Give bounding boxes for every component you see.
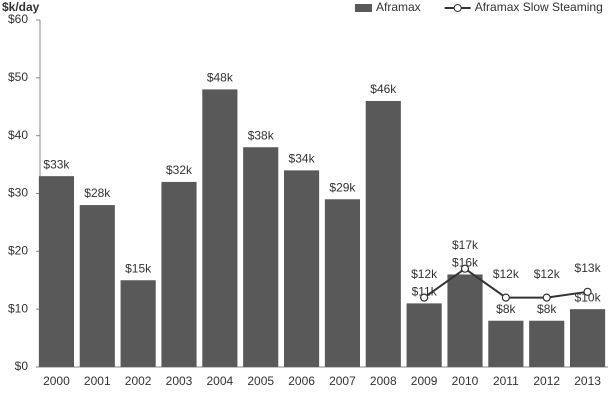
x-tick-label: 2001 [84, 374, 111, 388]
x-tick-label: 2011 [493, 374, 519, 388]
legend-label: Aframax Slow Steaming [475, 0, 603, 14]
line-marker [583, 287, 592, 296]
bar-value-label: $11k [412, 285, 438, 299]
bar-value-label: $33k [43, 157, 70, 171]
x-tick-label: 2008 [370, 374, 397, 388]
line-value-label: $17k [452, 238, 479, 252]
bar [570, 309, 606, 367]
x-tick-label: 2006 [288, 374, 315, 388]
bar-value-label: $34k [289, 152, 316, 166]
y-tick-label: $10 [8, 301, 28, 315]
line-value-label: $12k [411, 267, 438, 281]
bar [243, 147, 279, 367]
y-axis-title: $k/day [2, 0, 40, 14]
bar [202, 89, 238, 368]
bar-value-label: $10k [575, 290, 602, 304]
bar [79, 205, 115, 367]
bar-value-label: $38k [248, 128, 275, 142]
bar [324, 199, 360, 367]
bar [284, 170, 320, 367]
line-marker [501, 293, 510, 302]
bar [365, 100, 401, 367]
legend-marker [453, 4, 462, 12]
bar [38, 176, 74, 367]
bar [406, 303, 442, 367]
bar [529, 320, 565, 367]
bar [447, 274, 483, 367]
y-tick-label: $30 [8, 186, 28, 200]
bar-value-label: $8k [496, 302, 516, 316]
x-tick-label: 2002 [125, 374, 152, 388]
bar-value-label: $16k [452, 256, 479, 270]
x-tick-label: 2005 [247, 374, 274, 388]
bar-value-label: $29k [329, 180, 356, 194]
x-tick-label: 2010 [452, 374, 479, 388]
bar [488, 320, 524, 367]
bar-value-label: $46k [370, 82, 397, 96]
line-value-label: $12k [493, 267, 520, 281]
x-tick-label: 2004 [207, 374, 234, 388]
line-value-label: $12k [534, 267, 561, 281]
y-tick-label: $50 [8, 70, 28, 84]
line-marker [542, 293, 551, 302]
bar-value-label: $48k [207, 71, 234, 85]
x-tick-label: 2009 [411, 374, 438, 388]
line-marker [460, 264, 470, 273]
bar-value-label: $15k [125, 261, 152, 275]
bar [161, 181, 197, 367]
legend-swatch [355, 4, 372, 12]
y-tick-label: $60 [8, 12, 28, 26]
bar-value-label: $28k [84, 186, 111, 200]
bar [120, 280, 156, 367]
x-tick-label: 2000 [43, 374, 70, 388]
line-value-label: $13k [575, 261, 602, 275]
line-marker [420, 293, 429, 302]
x-tick-label: 2003 [166, 374, 193, 388]
bar-value-label: $8k [537, 302, 557, 316]
bar-value-label: $32k [166, 163, 193, 177]
x-tick-label: 2013 [574, 374, 601, 388]
y-tick-label: $20 [8, 244, 28, 258]
legend-label: Aframax [376, 0, 421, 14]
x-tick-label: 2007 [329, 374, 356, 388]
x-tick-label: 2012 [533, 374, 560, 388]
y-tick-label: $40 [8, 128, 28, 142]
y-tick-label: $0 [15, 359, 29, 373]
